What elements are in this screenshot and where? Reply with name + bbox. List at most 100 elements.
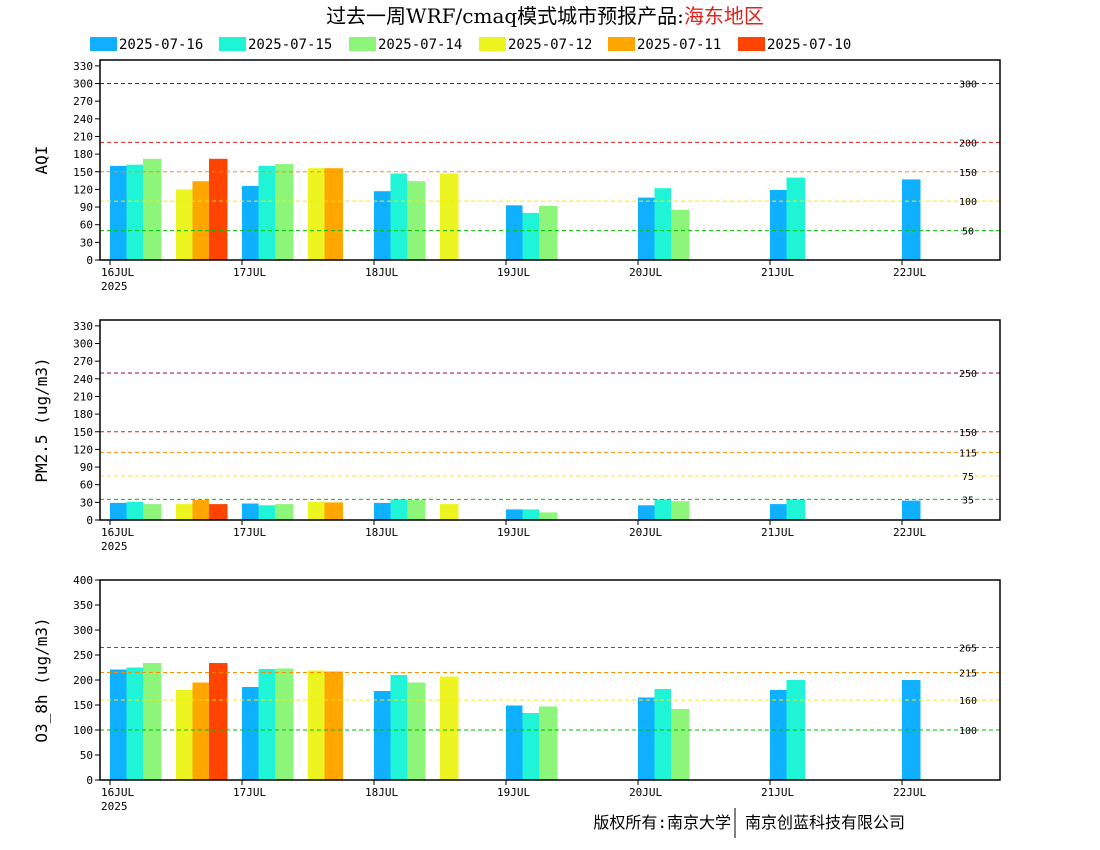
bar [539, 512, 558, 520]
bar [638, 697, 655, 780]
y-tick-label: 60 [80, 219, 93, 232]
reference-label: 150 [959, 168, 977, 179]
bar [374, 502, 391, 520]
y-tick-label: 240 [73, 113, 93, 126]
bar [390, 675, 407, 780]
bar [440, 173, 459, 260]
x-tick-label: 18JUL [365, 266, 398, 279]
y-tick-label: 0 [86, 774, 93, 787]
x-tick-label: 21JUL [761, 526, 794, 539]
bar [143, 504, 162, 520]
footer-left: 版权所有:南京大学 [593, 813, 731, 832]
y-tick-label: 300 [73, 624, 93, 637]
y-tick-label: 120 [73, 443, 93, 456]
x-tick-label: 22JUL [893, 786, 926, 799]
bar [308, 501, 325, 520]
copyright-footer: 版权所有:南京大学 南京创蓝科技有限公司 [593, 808, 905, 838]
bar [902, 500, 921, 520]
y-tick-label: 30 [80, 236, 93, 249]
x-tick-sublabel: 2025 [101, 800, 128, 813]
bar [407, 181, 426, 260]
bar [671, 210, 690, 260]
x-tick-label: 19JUL [497, 526, 530, 539]
y-tick-label: 30 [80, 496, 93, 509]
bar [258, 669, 275, 780]
bar [506, 509, 523, 520]
bar [110, 502, 127, 520]
bar [176, 690, 193, 780]
x-tick-label: 17JUL [233, 266, 266, 279]
bar [671, 709, 690, 780]
legend-swatch [608, 37, 635, 51]
bar [209, 663, 228, 780]
bar [407, 500, 426, 520]
bar [176, 504, 193, 520]
y-tick-label: 100 [73, 724, 93, 737]
legend-label: 2025-07-12 [508, 37, 592, 53]
plot-frame [99, 59, 1001, 261]
bar [902, 680, 921, 780]
bar [258, 165, 275, 260]
y-axis-label: PM2.5 (ug/m3) [32, 357, 51, 482]
x-tick-label: 16JUL [101, 786, 134, 799]
title-region: 海东地区 [684, 4, 764, 28]
legend-label: 2025-07-15 [248, 37, 332, 53]
x-tick-label: 17JUL [233, 786, 266, 799]
x-tick-label: 20JUL [629, 786, 662, 799]
y-tick-label: 150 [73, 426, 93, 439]
y-tick-label: 120 [73, 183, 93, 196]
title-main: 过去一周WRF/cmaq模式城市预报产品: [326, 4, 684, 28]
y-tick-label: 330 [73, 60, 93, 73]
bar [770, 190, 787, 260]
y-tick-label: 240 [73, 373, 93, 386]
bar [407, 682, 426, 780]
chart-panel: 250 150 115 75 35 0 30 60 90 120 150 180 210 240 270 30… [32, 319, 1001, 553]
reference-label: 100 [959, 726, 977, 737]
y-tick-label: 270 [73, 355, 93, 368]
y-tick-label: 400 [73, 574, 93, 587]
bar [374, 691, 391, 780]
y-axis-label: AQI [32, 146, 51, 175]
figure-title: 过去一周WRF/cmaq模式城市预报产品:海东地区 [326, 4, 764, 28]
bar [506, 205, 523, 260]
bar [440, 676, 459, 780]
x-tick-label: 21JUL [761, 786, 794, 799]
x-tick-sublabel: 2025 [101, 280, 128, 293]
y-tick-label: 300 [73, 78, 93, 91]
bar [242, 687, 259, 780]
y-tick-label: 350 [73, 599, 93, 612]
bar [110, 669, 127, 780]
bar [390, 173, 407, 260]
bar [126, 501, 143, 520]
legend-label: 2025-07-11 [637, 37, 721, 53]
y-tick-label: 210 [73, 130, 93, 143]
chart-panel: 265 215 160 100 0 50 100 150 200 250 300 350 400 16JU… [32, 574, 1001, 813]
bar [126, 667, 143, 780]
bar [192, 500, 209, 520]
bar [539, 205, 558, 260]
legend-label: 2025-07-10 [767, 37, 851, 53]
legend-label: 2025-07-16 [119, 37, 203, 53]
reference-label: 200 [959, 138, 977, 149]
x-tick-label: 19JUL [497, 266, 530, 279]
y-tick-label: 0 [86, 514, 93, 527]
legend-swatch [349, 37, 376, 51]
bar [638, 505, 655, 520]
bar [324, 502, 343, 520]
y-tick-label: 210 [73, 390, 93, 403]
y-tick-label: 180 [73, 408, 93, 421]
x-tick-label: 16JUL [101, 266, 134, 279]
bar [275, 504, 294, 520]
bar [654, 188, 671, 260]
y-axis-label: O3_8h (ug/m3) [32, 617, 51, 742]
bar [275, 668, 294, 780]
bar [176, 189, 193, 260]
legend-label: 2025-07-14 [378, 37, 462, 53]
y-tick-label: 150 [73, 166, 93, 179]
bar [902, 179, 921, 260]
x-tick-label: 19JUL [497, 786, 530, 799]
bar [638, 197, 655, 260]
reference-label: 100 [959, 197, 977, 208]
bar [671, 501, 690, 520]
